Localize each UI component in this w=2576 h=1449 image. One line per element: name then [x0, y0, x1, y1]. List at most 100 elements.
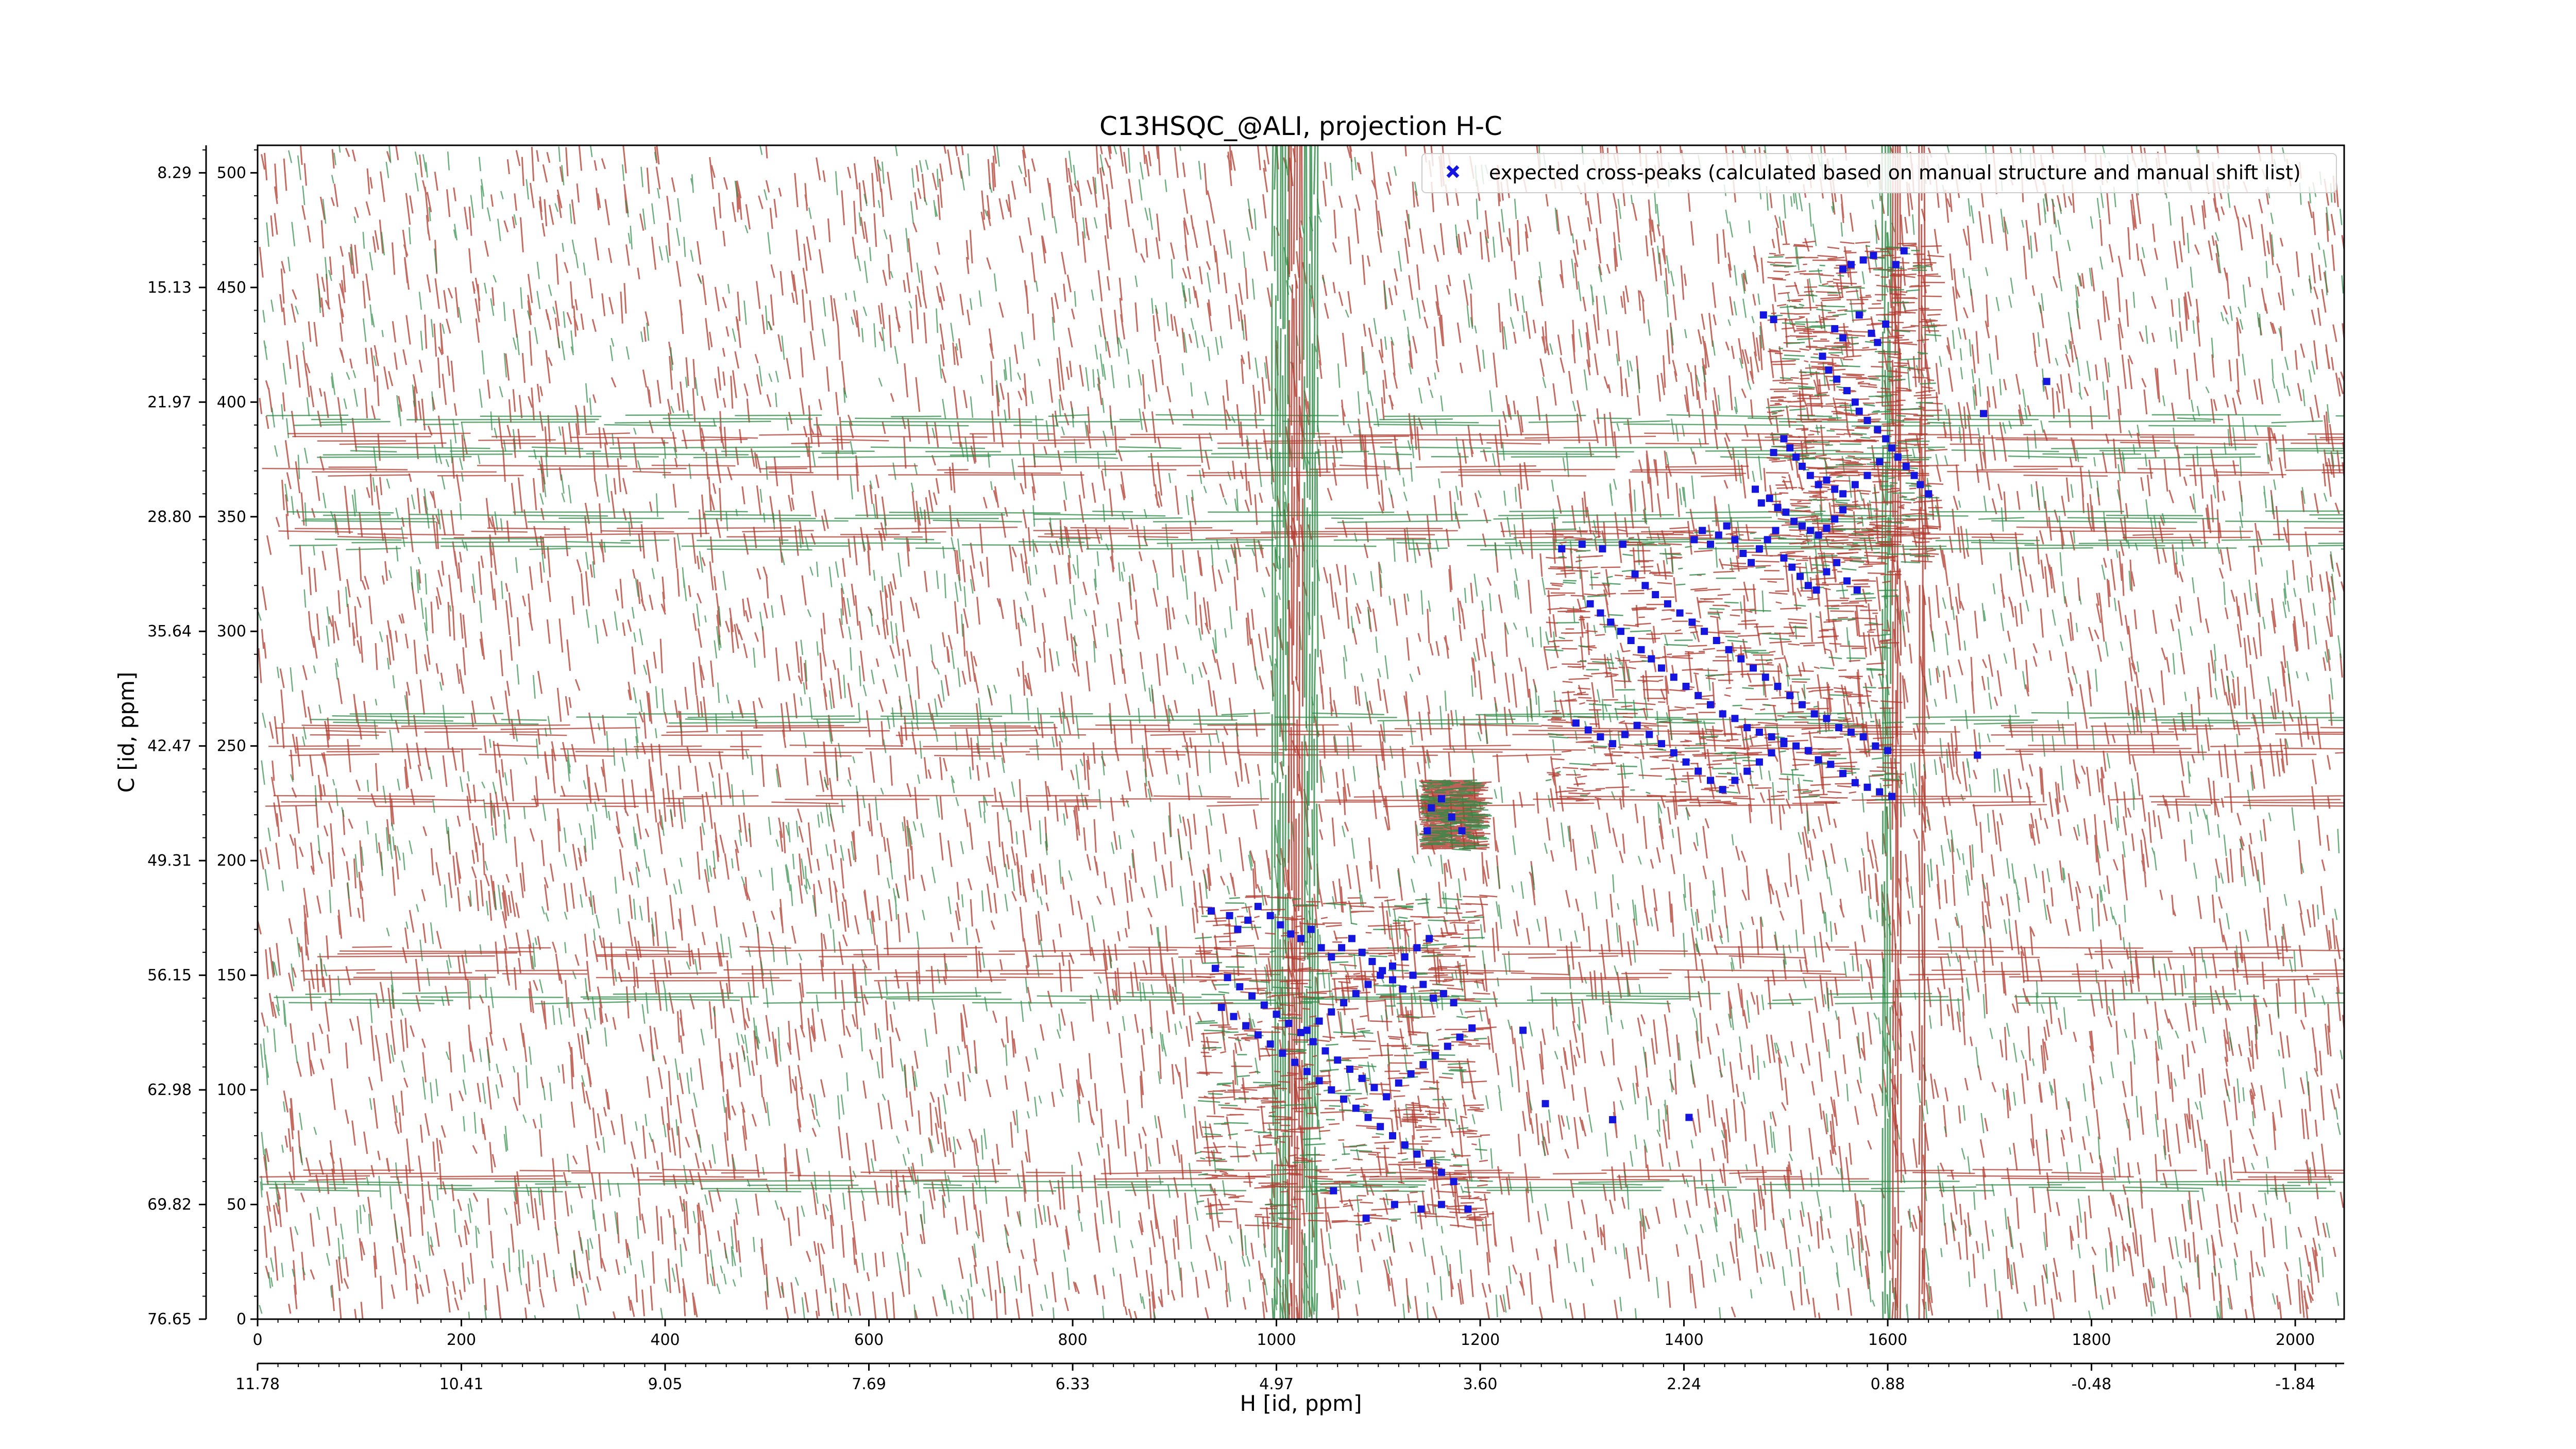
cross-peak-marker-194	[1419, 1061, 1427, 1069]
cross-peak-marker-146	[1780, 740, 1788, 748]
cross-peak-marker-126	[1863, 783, 1871, 791]
cross-peak-marker-133	[1621, 731, 1629, 738]
vertical-ridge-4	[1891, 145, 1902, 1319]
cross-peak-marker-100	[1872, 742, 1879, 750]
y-index-tick-label-8: 400	[217, 393, 246, 411]
y-ppm-axis: 76.65 69.82 62.98 56.15 49.31 42.47 35.64 28.80…	[147, 145, 207, 1328]
peak-region-contours-1	[1541, 527, 1907, 805]
cross-peak-marker-221	[1328, 1008, 1335, 1016]
y-index-tick-label-7: 350	[217, 508, 246, 526]
y-ppm-tick-label-5: 42.47	[147, 737, 192, 755]
cross-peak-marker-227	[1401, 953, 1409, 961]
cross-peak-marker-214	[1401, 1141, 1409, 1149]
streak-band-1	[287, 432, 2344, 445]
cross-peak-marker-49	[1790, 517, 1798, 525]
cross-peak-marker-26	[1910, 471, 1918, 479]
cross-peak-marker-69	[1797, 572, 1804, 580]
cross-peak-marker-23	[1888, 444, 1895, 452]
cross-peak-marker-179	[1236, 983, 1244, 990]
x-index-tick-label-4: 800	[1058, 1331, 1087, 1349]
vertical-ridge-3	[1881, 145, 1892, 1319]
x-ppm-tick-label-5: 4.97	[1259, 1375, 1294, 1393]
cross-peak-marker-201	[1242, 1022, 1250, 1030]
y-index-tick-label-0: 0	[236, 1310, 246, 1328]
x-ppm-tick-label-3: 7.69	[852, 1375, 886, 1393]
cross-peak-marker-216	[1426, 1159, 1433, 1167]
cross-peak-marker-153	[1208, 907, 1215, 915]
cross-peak-marker-127	[1876, 788, 1884, 796]
cross-peak-marker-181	[1260, 1001, 1268, 1009]
cross-peak-marker-171	[1399, 985, 1406, 993]
cross-peak-marker-212	[1377, 1123, 1384, 1131]
cross-peak-marker-121	[1804, 747, 1812, 754]
x-ppm-tick-label-4: 6.33	[1056, 1375, 1090, 1393]
y-ppm-tick-label-4: 49.31	[147, 852, 192, 870]
cross-peak-marker-101	[1884, 747, 1892, 754]
y-ppm-tick-label-9: 15.13	[147, 279, 192, 297]
cross-peak-marker-37	[1815, 481, 1822, 488]
cross-peak-marker-64	[1755, 545, 1763, 553]
cross-peak-marker-131	[1597, 733, 1604, 740]
cross-peak-marker-73	[1833, 559, 1841, 566]
y-ppm-tick-label-7: 28.80	[147, 508, 192, 526]
cross-peak-marker-97	[1835, 724, 1843, 732]
cross-peak-marker-22	[1882, 435, 1890, 443]
x-index-tick-label-3: 600	[854, 1331, 884, 1349]
streak-band-4	[286, 510, 2344, 524]
cross-peak-marker-84	[1676, 609, 1684, 617]
legend: expected cross-peaks (calculated based o…	[1421, 153, 2337, 193]
legend-box	[1421, 153, 2337, 193]
cross-peak-marker-106	[1627, 637, 1635, 644]
cross-peak-marker-164	[1328, 953, 1335, 961]
cross-peak-marker-202	[1254, 1031, 1262, 1039]
cross-peak-marker-200	[1230, 1013, 1238, 1020]
cross-peak-marker-183	[1285, 1020, 1293, 1027]
cross-peak-marker-38	[1823, 476, 1831, 484]
cross-peak-marker-17	[1843, 387, 1851, 395]
cross-peak-marker-61	[1731, 536, 1739, 544]
cross-peak-marker-137	[1670, 749, 1677, 756]
cross-peak-marker-186	[1321, 1047, 1329, 1055]
y-ppm-tick-label-1: 69.82	[147, 1196, 192, 1214]
cross-peak-marker-11	[1868, 329, 1875, 337]
cross-peak-marker-176	[1450, 999, 1458, 1006]
cross-peak-marker-207	[1315, 1077, 1323, 1085]
cross-peak-marker-187	[1334, 1056, 1342, 1064]
streak-band-3	[262, 464, 2344, 477]
cross-peak-marker-190	[1370, 1084, 1378, 1091]
cross-peak-marker-191	[1383, 1093, 1391, 1101]
cross-peak-marker-113	[1707, 701, 1714, 709]
y-axis-label: C [id, ppm]	[114, 672, 139, 793]
cross-peak-marker-152	[1458, 827, 1466, 835]
x-index-tick-label-1: 200	[447, 1331, 476, 1349]
y-index-axis: 0 50 100 150 200 250 300 350 400 450 500	[217, 149, 258, 1328]
cross-peak-marker-151	[1423, 827, 1431, 835]
cross-peak-marker-156	[1244, 916, 1252, 924]
streak-band-2	[317, 446, 2344, 459]
noise-contours-negative	[258, 145, 2344, 1319]
cross-peak-marker-118	[1768, 733, 1775, 740]
cross-peak-marker-87	[1713, 637, 1720, 644]
cross-peak-marker-32	[1780, 435, 1788, 443]
cross-peak-marker-129	[1572, 719, 1580, 727]
cross-peak-marker-18	[1851, 398, 1859, 406]
cross-peak-marker-112	[1694, 692, 1702, 699]
cross-peak-marker-63	[1748, 559, 1755, 566]
cross-peak-marker-19	[1855, 408, 1863, 415]
cross-peak-marker-20	[1863, 416, 1871, 424]
cross-peak-marker-68	[1788, 563, 1796, 571]
cross-peak-marker-99	[1859, 733, 1867, 740]
cross-peak-marker-222	[1340, 999, 1348, 1006]
cross-peak-marker-110	[1670, 673, 1677, 681]
cross-peak-marker-89	[1737, 655, 1745, 663]
cross-peak-marker-12	[1874, 339, 1882, 346]
y-ppm-tick-label-3: 56.15	[147, 967, 192, 985]
cross-peak-marker-175	[1439, 990, 1447, 998]
cross-peak-marker-197	[1456, 1033, 1464, 1041]
cross-peak-marker-59	[1715, 531, 1722, 539]
cross-peak-marker-82	[1652, 591, 1659, 598]
cross-peak-marker-16	[1833, 375, 1841, 383]
cross-peak-marker-10	[1855, 311, 1863, 319]
streak-band-15	[262, 1180, 2344, 1193]
